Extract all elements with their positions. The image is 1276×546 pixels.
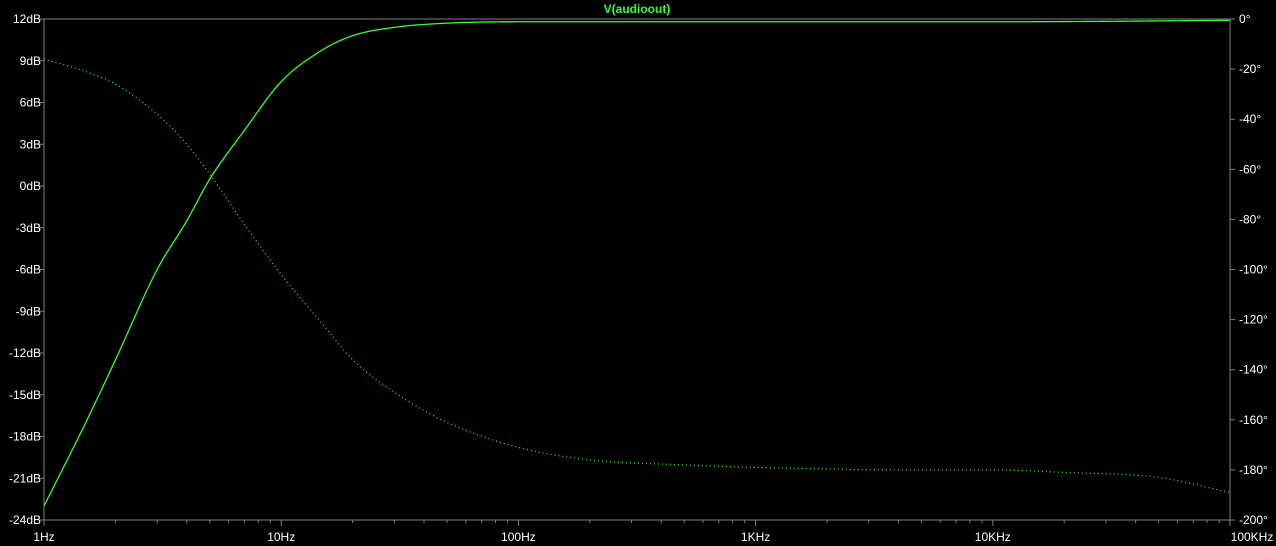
right-tick-label: -120° xyxy=(1239,313,1268,327)
right-tick-label: -60° xyxy=(1239,162,1261,176)
right-tick-label: -100° xyxy=(1239,263,1268,277)
right-tick-label: -180° xyxy=(1239,463,1268,477)
chart-title: V(audioout) xyxy=(604,2,671,16)
right-tick-label: -40° xyxy=(1239,112,1261,126)
left-tick-label: -15dB xyxy=(9,388,41,402)
right-tick-label: -160° xyxy=(1239,413,1268,427)
right-tick-label: -80° xyxy=(1239,212,1261,226)
left-tick-label: 3dB xyxy=(20,137,41,151)
left-tick-label: 9dB xyxy=(20,54,41,68)
left-tick-label: -3dB xyxy=(16,221,41,235)
left-tick-label: -18dB xyxy=(9,430,41,444)
x-tick-label: 10Hz xyxy=(267,530,295,544)
x-tick-label: 100Hz xyxy=(501,530,536,544)
right-tick-label: -200° xyxy=(1239,513,1268,527)
left-tick-label: 0dB xyxy=(20,179,41,193)
x-tick-label: 1KHz xyxy=(741,530,770,544)
right-tick-label: 0° xyxy=(1239,12,1251,26)
left-tick-label: -12dB xyxy=(9,346,41,360)
left-tick-label: 6dB xyxy=(20,96,41,110)
x-tick-label: 1Hz xyxy=(33,530,54,544)
right-tick-label: -20° xyxy=(1239,62,1261,76)
magnitude-trace xyxy=(43,19,1231,507)
left-tick-label: -9dB xyxy=(16,304,41,318)
left-tick-label: -21dB xyxy=(9,471,41,485)
data-series xyxy=(43,19,1231,507)
phase-trace xyxy=(43,58,1231,494)
left-tick-label: -6dB xyxy=(16,263,41,277)
right-tick-label: -140° xyxy=(1239,363,1268,377)
x-tick-label: 10KHz xyxy=(975,530,1011,544)
x-tick-label: 100KHz xyxy=(1231,530,1274,544)
left-tick-label: -24dB xyxy=(9,513,41,527)
left-tick-label: 12dB xyxy=(13,12,41,26)
axis-ticks: 12dB 9dB 6dB 3dB 0dB -3dB -6dB -9dB -12dB -15dB -1… xyxy=(9,12,1273,544)
